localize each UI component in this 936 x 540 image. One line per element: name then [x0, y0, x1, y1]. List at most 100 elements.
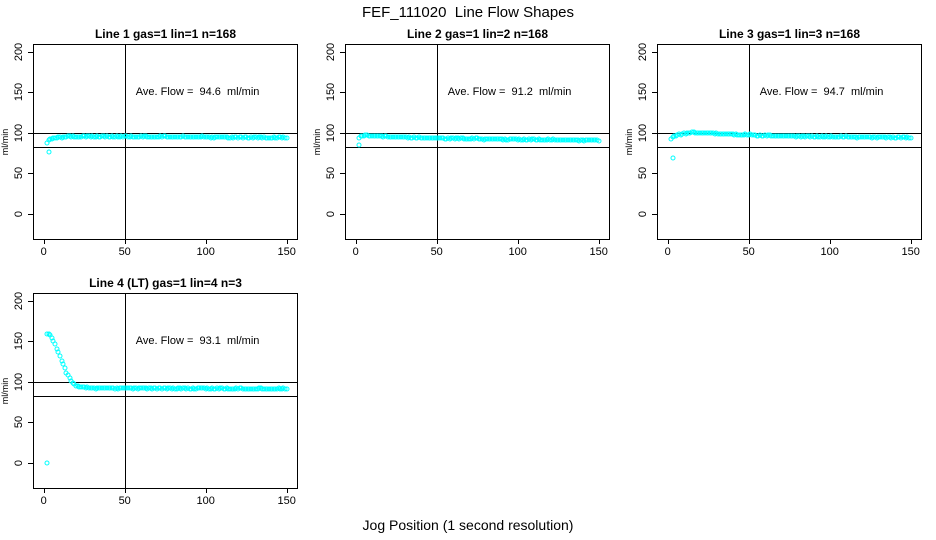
- reference-hline: [34, 147, 297, 149]
- x-tick-label: 100: [820, 246, 839, 258]
- x-tick: [205, 488, 207, 493]
- data-point: [356, 142, 362, 148]
- x-tick: [286, 488, 288, 493]
- y-tick: [340, 173, 345, 174]
- data-point: [670, 155, 676, 161]
- y-tick-label: 100: [325, 123, 337, 142]
- y-axis-label: ml/min: [0, 128, 10, 156]
- y-tick: [652, 213, 657, 215]
- x-tick: [667, 239, 669, 244]
- y-tick: [652, 173, 657, 174]
- x-tick: [748, 239, 750, 244]
- panel-line2-plot: Line 2 gas=1 lin=2 n=168 Ave. Flow = 91.…: [312, 27, 610, 258]
- x-tick: [286, 239, 288, 244]
- y-tick-label: 200: [13, 42, 25, 61]
- reference-hline: [346, 147, 609, 149]
- y-tick-label: 100: [637, 123, 649, 142]
- y-tick-label: 150: [13, 331, 25, 351]
- y-tick-label: 200: [325, 42, 337, 61]
- panel-line3-plot: Line 3 gas=1 lin=3 n=168 Ave. Flow = 94.…: [624, 27, 922, 258]
- y-tick-label: 50: [637, 166, 649, 180]
- y-tick-label: 150: [13, 82, 25, 102]
- y-tick: [28, 132, 33, 134]
- y-tick-label: 100: [13, 372, 25, 391]
- y-tick-label: 200: [13, 291, 25, 310]
- reference-vline: [124, 294, 126, 488]
- y-tick-label: 50: [325, 166, 337, 180]
- x-tick-label: 100: [508, 246, 527, 258]
- reference-hline: [34, 396, 297, 398]
- x-tick-label: 0: [40, 246, 47, 258]
- reference-hline: [658, 147, 921, 149]
- reference-vline: [748, 45, 750, 239]
- data-point: [44, 460, 50, 465]
- y-tick: [28, 173, 33, 174]
- y-tick: [28, 462, 33, 464]
- data-point: [52, 341, 58, 347]
- y-tick: [28, 51, 33, 53]
- data-point: [62, 365, 68, 371]
- reference-hline: [346, 132, 609, 134]
- reference-hline: [34, 381, 297, 383]
- x-tick-label: 50: [118, 495, 131, 507]
- figure-title: FEF_111020 Line Flow Shapes: [361, 4, 575, 21]
- x-tick-label: 50: [118, 246, 131, 258]
- x-tick-label: 0: [664, 246, 671, 258]
- x-tick: [355, 239, 357, 244]
- data-point: [284, 135, 290, 141]
- x-tick: [205, 239, 207, 244]
- x-tick-label: 150: [589, 246, 608, 258]
- y-tick-label: 150: [325, 82, 337, 102]
- panel-line3-title: Line 3 gas=1 lin=3 n=168: [718, 27, 861, 41]
- x-tick-label: 100: [196, 495, 215, 507]
- panel-line1-plot: Line 1 gas=1 lin=1 n=168 Ave. Flow = 94.…: [0, 27, 298, 258]
- x-tick-label: 150: [277, 246, 296, 258]
- panel-line4-title: Line 4 (LT) gas=1 lin=4 n=3: [89, 276, 242, 290]
- x-tick: [124, 239, 126, 244]
- y-tick: [340, 213, 345, 215]
- panel-line2-ave-flow: Ave. Flow = 91.2 ml/min: [447, 86, 572, 98]
- panel-line1-title: Line 1 gas=1 lin=1 n=168: [94, 27, 237, 41]
- y-tick-label: 0: [13, 210, 25, 217]
- x-tick-label: 50: [430, 246, 443, 258]
- data-point: [596, 138, 602, 144]
- panel-line2-title: Line 2 gas=1 lin=2 n=168: [406, 27, 549, 41]
- x-tick: [43, 488, 45, 493]
- y-tick-label: 200: [637, 42, 649, 61]
- x-tick: [517, 239, 519, 244]
- x-tick: [829, 239, 831, 244]
- data-point: [284, 386, 290, 392]
- y-tick-label: 0: [325, 210, 337, 217]
- x-tick: [43, 239, 45, 244]
- data-point: [908, 135, 914, 141]
- y-axis-label: ml/min: [0, 377, 10, 405]
- y-tick: [28, 300, 33, 302]
- y-axis-label: ml/min: [624, 128, 634, 156]
- y-tick-label: 100: [13, 123, 25, 142]
- x-tick-label: 0: [352, 246, 359, 258]
- x-tick: [124, 488, 126, 493]
- y-tick: [28, 92, 33, 93]
- y-tick-label: 0: [637, 210, 649, 217]
- x-tick-label: 0: [40, 495, 47, 507]
- y-tick: [652, 132, 657, 134]
- y-tick: [340, 92, 345, 93]
- data-point: [46, 149, 52, 155]
- x-tick: [436, 239, 438, 244]
- panel-line1-ave-flow: Ave. Flow = 94.6 ml/min: [135, 86, 260, 98]
- y-tick-label: 0: [13, 459, 25, 466]
- y-tick: [652, 92, 657, 93]
- x-tick-label: 100: [196, 246, 215, 258]
- y-tick-label: 50: [13, 166, 25, 180]
- y-tick-label: 150: [637, 82, 649, 102]
- y-tick: [28, 381, 33, 383]
- reference-hline: [34, 132, 297, 134]
- y-tick: [340, 51, 345, 53]
- x-tick-label: 150: [901, 246, 920, 258]
- panel-line4-plot: Line 4 (LT) gas=1 lin=4 n=3 Ave. Flow = …: [0, 276, 298, 507]
- y-tick: [340, 132, 345, 134]
- y-tick: [28, 341, 33, 342]
- reference-hline: [658, 132, 921, 134]
- y-tick: [28, 422, 33, 423]
